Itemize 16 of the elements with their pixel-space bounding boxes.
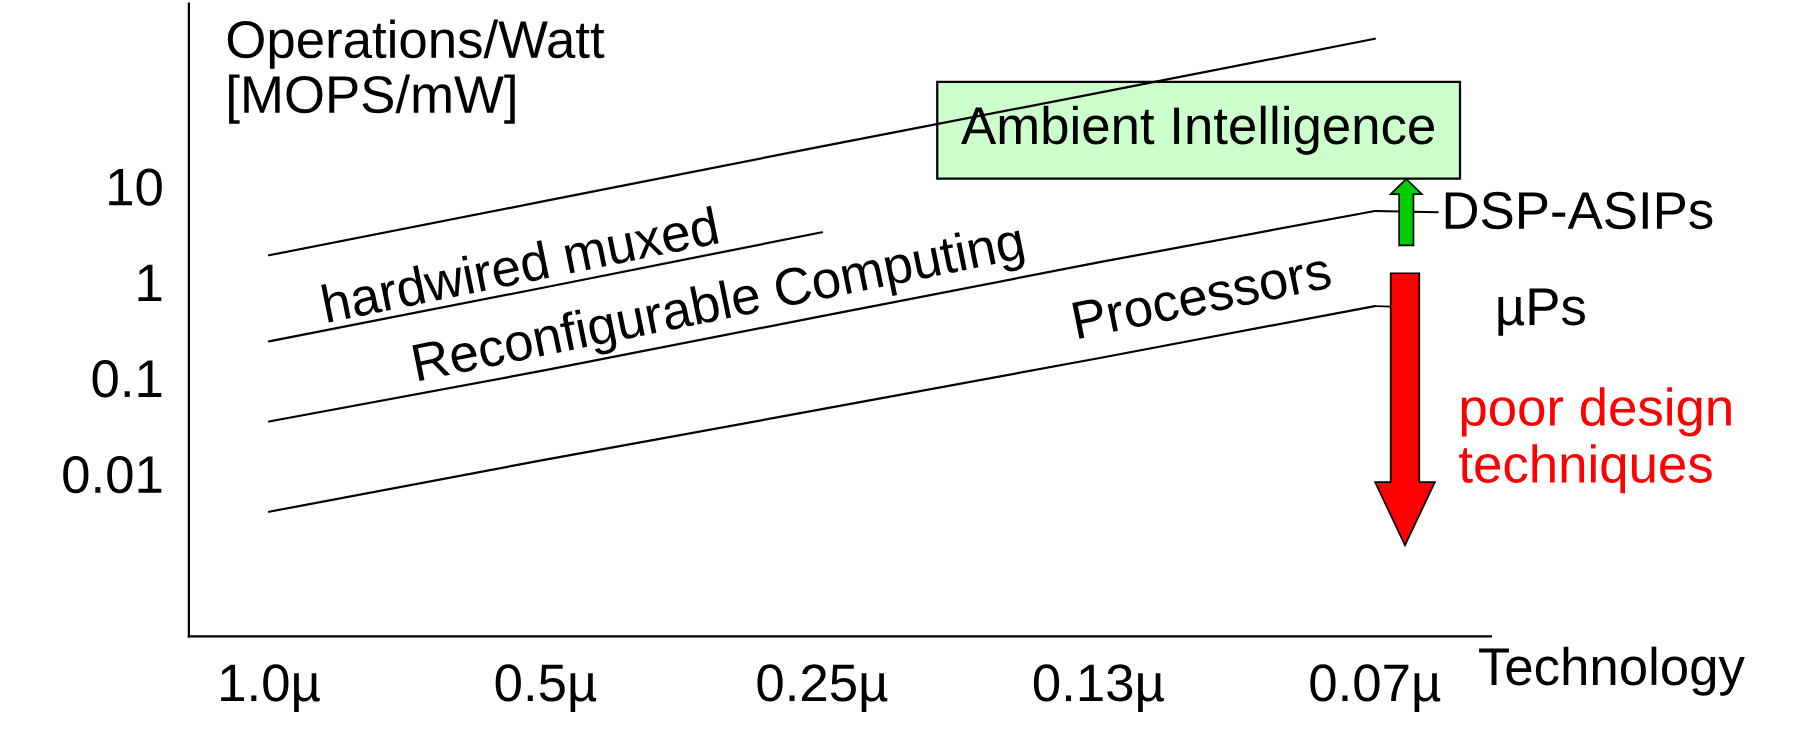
annotation: Processors: [1072, 251, 1333, 340]
annotation: DSP-ASIPs: [1445, 191, 1713, 230]
y-tick-label: 1: [138, 264, 162, 302]
y-axis-title: Operations/Watt [MOPS/mW]: [227, 19, 605, 124]
annotation: µPs: [1498, 288, 1585, 336]
y-tick-label: 0.01: [63, 455, 162, 494]
x-tick-label: 0.5µ: [495, 664, 597, 713]
x-tick-label: 0.07µ: [1310, 664, 1441, 713]
y-tick-label: 10: [109, 168, 162, 206]
annotation: poor design techniques: [1459, 387, 1731, 494]
y-tick-label: 0.1: [92, 360, 162, 398]
x-tick-label: 0.25µ: [757, 664, 888, 713]
x-tick-label: 0.13µ: [1033, 664, 1164, 713]
x-tick-label: 1.0µ: [221, 664, 320, 713]
annotation: Ambient Intelligence: [961, 105, 1434, 155]
x-axis-title: Technology: [1479, 646, 1745, 696]
